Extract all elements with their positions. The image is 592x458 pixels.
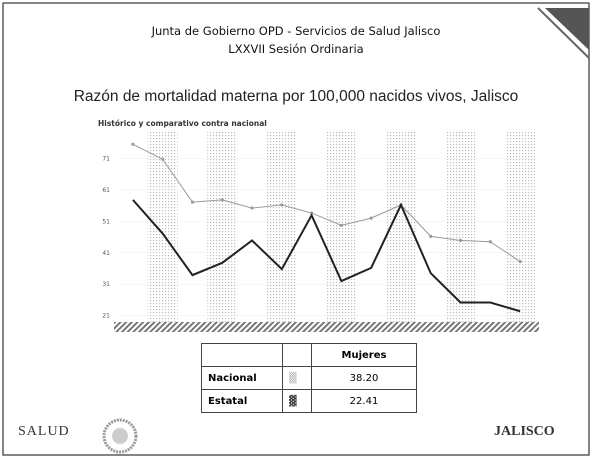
base-band	[114, 322, 539, 332]
cell	[282, 343, 312, 367]
y-tick-label: 41	[102, 250, 110, 257]
point	[339, 223, 343, 227]
corner-mark	[545, 8, 589, 50]
cell: Nacional	[201, 366, 283, 390]
point	[131, 142, 135, 146]
y-tick-label: 61	[102, 187, 110, 194]
stripe	[266, 130, 297, 322]
cell: Mujeres	[311, 343, 417, 367]
point	[220, 198, 224, 202]
header-line: LXXVII Sesión Ordinaria	[228, 42, 364, 56]
stripe	[147, 130, 178, 322]
summary-table: Mujeres Nacional ▒ 38.20 Estatal ▓ 22.41	[201, 343, 417, 413]
chart-title: Razón de mortalidad materna por 100,000 …	[73, 88, 519, 105]
cell	[201, 343, 283, 367]
cell: 38.20	[311, 366, 417, 390]
y-tick-label: 31	[102, 281, 110, 288]
y-tick-label: 71	[102, 155, 110, 162]
cell: 22.41	[311, 389, 417, 413]
stripe	[445, 130, 476, 322]
point	[190, 200, 195, 204]
chart: Histórico y comparativo contra nacional …	[98, 119, 539, 332]
corner-line	[537, 7, 590, 59]
point	[310, 211, 314, 215]
cell: Estatal	[201, 389, 283, 413]
point	[161, 157, 165, 161]
y-tick-label: 21	[102, 313, 110, 320]
logo-salud: SALUD	[18, 424, 70, 439]
swatch: ▓	[282, 389, 312, 413]
stripe	[505, 130, 535, 322]
point	[518, 259, 522, 264]
chart-subtitle: Histórico y comparativo contra nacional	[98, 119, 267, 128]
point	[488, 240, 492, 244]
series-line	[132, 143, 521, 262]
series-line	[132, 199, 521, 313]
point	[369, 216, 373, 220]
seal	[102, 418, 138, 454]
point	[250, 206, 254, 210]
swatch: ▒	[282, 366, 312, 390]
logo-jalisco: JALISCO	[494, 424, 555, 439]
point	[280, 203, 284, 207]
point	[458, 238, 463, 243]
header-line: Junta de Gobierno OPD - Servicios de Sal…	[151, 24, 441, 38]
point	[429, 234, 433, 238]
stripe	[207, 130, 238, 322]
y-tick-label: 51	[102, 218, 110, 225]
